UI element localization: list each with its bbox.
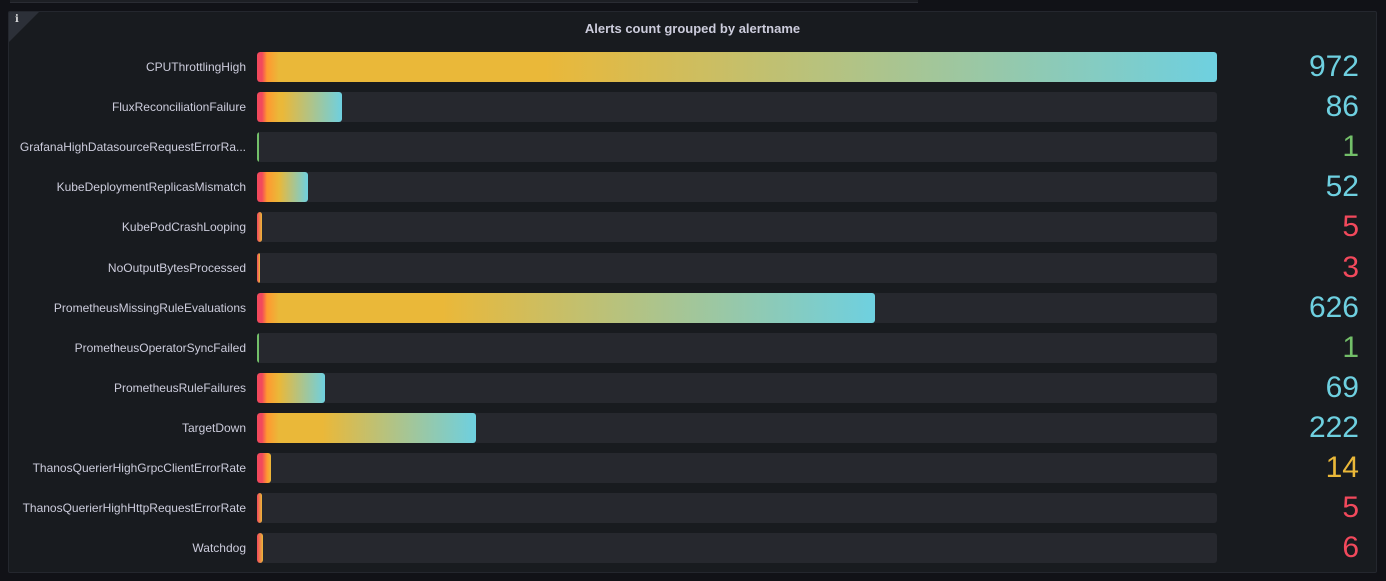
row-label: FluxReconciliationFailure [111,100,246,115]
bar-track [257,172,1217,203]
row-label: ThanosQuerierHighHttpRequestErrorRate [22,501,246,516]
bar-track [257,212,1217,243]
gauge-row[interactable]: KubePodCrashLooping 5 [9,210,1376,244]
bar-track [257,92,1217,123]
gauge-row[interactable]: ThanosQuerierHighGrpcClientErrorRate 14 [9,453,1376,483]
row-label: Watchdog [192,541,246,556]
panel-title[interactable]: Alerts count grouped by alertname [584,21,801,36]
row-value: 5 [1342,210,1359,244]
bar-fill [257,92,342,123]
row-value: 222 [1308,410,1359,444]
bar-track [257,493,1217,524]
row-value: 52 [1325,170,1359,204]
row-label: PrometheusMissingRuleEvaluations [53,300,246,315]
gauge-row[interactable]: CPUThrottlingHigh 972 [9,52,1376,82]
gauge-row[interactable]: PrometheusMissingRuleEvaluations 626 [9,290,1376,324]
bar-fill [257,493,262,524]
bar-fill [257,212,262,243]
row-label: PrometheusRuleFailures [113,380,246,395]
row-value: 5 [1342,491,1359,525]
gauge-row[interactable]: FluxReconciliationFailure 86 [9,90,1376,124]
bar-track [257,332,1217,363]
row-value: 6 [1342,531,1359,565]
bar-fill [257,292,876,323]
gauge-row[interactable]: PrometheusRuleFailures 69 [9,370,1376,404]
row-label: ThanosQuerierHighGrpcClientErrorRate [32,461,246,475]
row-value: 1 [1342,130,1359,164]
bar-fill [257,252,260,283]
bar-fill [257,132,259,163]
row-value: 69 [1325,370,1359,404]
row-value: 14 [1325,451,1359,484]
row-value: 972 [1308,50,1359,83]
row-label: KubeDeploymentReplicasMismatch [56,180,246,195]
row-value: 3 [1342,250,1359,284]
bar-fill [257,372,326,403]
bar-track [257,52,1217,82]
panel-info-corner[interactable] [9,12,39,42]
bar-track [257,292,1217,323]
bar-track [257,453,1217,483]
row-value: 86 [1325,90,1359,124]
bar-track [257,252,1217,283]
gauge-row[interactable]: Watchdog 6 [9,531,1376,565]
row-label: TargetDown [181,420,246,435]
info-icon[interactable]: i [15,14,19,25]
row-label: GrafanaHighDatasourceRequestErrorRa... [19,140,246,155]
bar-fill [257,172,309,203]
bar-fill [257,533,263,564]
previous-panel-edge [10,0,918,3]
row-label: PrometheusOperatorSyncFailed [74,340,246,355]
bar-fill [257,52,1217,82]
bar-track [257,412,1217,443]
row-label: NoOutputBytesProcessed [107,260,246,275]
gauge-row[interactable]: GrafanaHighDatasourceRequestErrorRa... 1 [9,130,1376,164]
row-value: 1 [1342,330,1359,364]
bar-gauge-panel: i Alerts count grouped by alertname CPUT… [8,11,1377,573]
gauge-row[interactable]: TargetDown 222 [9,410,1376,444]
row-label: CPUThrottlingHigh [145,60,246,74]
gauge-row[interactable]: KubeDeploymentReplicasMismatch 52 [9,170,1376,204]
bar-track [257,533,1217,564]
bar-fill [257,332,259,363]
gauge-row[interactable]: PrometheusOperatorSyncFailed 1 [9,330,1376,364]
gauge-row[interactable]: NoOutputBytesProcessed 3 [9,250,1376,284]
row-value: 626 [1308,290,1359,324]
bar-track [257,372,1217,403]
gauge-row[interactable]: ThanosQuerierHighHttpRequestErrorRate 5 [9,491,1376,525]
bar-fill [257,412,477,443]
bar-track [257,132,1217,163]
row-label: KubePodCrashLooping [121,220,246,235]
bar-fill [257,453,271,483]
